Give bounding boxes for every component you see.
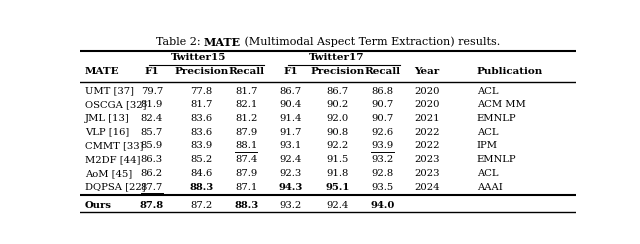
Text: 91.5: 91.5 [327,155,349,164]
Text: 87.9: 87.9 [235,128,257,137]
Text: (Multimodal Aspect Term Extraction) results.: (Multimodal Aspect Term Extraction) resu… [241,37,500,47]
Text: Precision: Precision [174,67,228,76]
Text: 86.7: 86.7 [280,87,302,96]
Text: 92.6: 92.6 [371,128,394,137]
Text: 92.4: 92.4 [327,201,349,210]
Text: 2022: 2022 [415,142,440,151]
Text: 91.8: 91.8 [327,169,349,178]
Text: CMMT [33]: CMMT [33] [85,142,143,151]
Text: 86.8: 86.8 [371,87,394,96]
Text: 86.7: 86.7 [327,87,349,96]
Text: 2020: 2020 [415,100,440,109]
Text: Twitter15: Twitter15 [172,53,227,62]
Text: 94.0: 94.0 [371,201,395,210]
Text: Publication: Publication [477,67,543,76]
Text: 2020: 2020 [415,87,440,96]
Text: Twitter17: Twitter17 [309,53,364,62]
Text: AAAI: AAAI [477,183,502,192]
Text: 92.0: 92.0 [327,114,349,123]
Text: 2023: 2023 [415,155,440,164]
Text: M2DF [44]: M2DF [44] [85,155,140,164]
Text: 88.3: 88.3 [234,201,259,210]
Text: 92.2: 92.2 [327,142,349,151]
Text: 94.3: 94.3 [278,183,303,192]
Text: 87.1: 87.1 [235,183,257,192]
Text: 81.9: 81.9 [141,100,163,109]
Text: 83.9: 83.9 [190,142,212,151]
Text: EMNLP: EMNLP [477,114,516,123]
Text: 85.2: 85.2 [190,155,212,164]
Text: 86.3: 86.3 [141,155,163,164]
Text: MATE: MATE [85,67,120,76]
Text: 95.1: 95.1 [326,183,350,192]
Text: 93.9: 93.9 [371,142,394,151]
Text: 77.8: 77.8 [190,87,212,96]
Text: IPM: IPM [477,142,498,151]
Text: AoM [45]: AoM [45] [85,169,132,178]
Text: 93.1: 93.1 [280,142,302,151]
Text: 93.5: 93.5 [371,183,394,192]
Text: 93.2: 93.2 [371,155,394,164]
Text: 88.3: 88.3 [189,183,214,192]
Text: 82.1: 82.1 [235,100,257,109]
Text: Ours: Ours [85,201,112,210]
Text: Year: Year [415,67,440,76]
Text: 2024: 2024 [414,183,440,192]
Text: OSCGA [32]: OSCGA [32] [85,100,147,109]
Text: 90.7: 90.7 [371,100,394,109]
Text: 92.3: 92.3 [280,169,302,178]
Text: Recall: Recall [228,67,264,76]
Text: DQPSA [22]: DQPSA [22] [85,183,145,192]
Text: F1: F1 [284,67,298,76]
Text: 90.7: 90.7 [371,114,394,123]
Text: 2022: 2022 [415,128,440,137]
Text: 90.8: 90.8 [327,128,349,137]
Text: ACM MM: ACM MM [477,100,525,109]
Text: ACL: ACL [477,128,499,137]
Text: 91.4: 91.4 [280,114,302,123]
Text: 81.2: 81.2 [235,114,257,123]
Text: 87.4: 87.4 [235,155,257,164]
Text: ACL: ACL [477,87,499,96]
Text: JML [13]: JML [13] [85,114,130,123]
Text: VLP [16]: VLP [16] [85,128,129,137]
Text: 81.7: 81.7 [190,100,212,109]
Text: 92.8: 92.8 [371,169,394,178]
Text: 93.2: 93.2 [280,201,302,210]
Text: 2023: 2023 [415,169,440,178]
Text: 86.2: 86.2 [141,169,163,178]
Text: 84.6: 84.6 [190,169,212,178]
Text: 91.7: 91.7 [280,128,302,137]
Text: 87.9: 87.9 [235,169,257,178]
Text: ACL: ACL [477,169,499,178]
Text: MATE: MATE [204,37,241,48]
Text: 85.7: 85.7 [141,128,163,137]
Text: 88.1: 88.1 [235,142,257,151]
Text: 85.9: 85.9 [141,142,163,151]
Text: 87.2: 87.2 [190,201,212,210]
Text: 79.7: 79.7 [141,87,163,96]
Text: 87.8: 87.8 [140,201,164,210]
Text: 2021: 2021 [414,114,440,123]
Text: Precision: Precision [311,67,365,76]
Text: 82.4: 82.4 [141,114,163,123]
Text: EMNLP: EMNLP [477,155,516,164]
Text: 92.4: 92.4 [280,155,302,164]
Text: Table 2:: Table 2: [156,37,204,47]
Text: 90.2: 90.2 [327,100,349,109]
Text: 90.4: 90.4 [280,100,302,109]
Text: 83.6: 83.6 [191,114,212,123]
Text: 87.7: 87.7 [141,183,163,192]
Text: F1: F1 [145,67,159,76]
Text: 81.7: 81.7 [235,87,257,96]
Text: 83.6: 83.6 [191,128,212,137]
Text: Recall: Recall [365,67,401,76]
Text: UMT [37]: UMT [37] [85,87,134,96]
